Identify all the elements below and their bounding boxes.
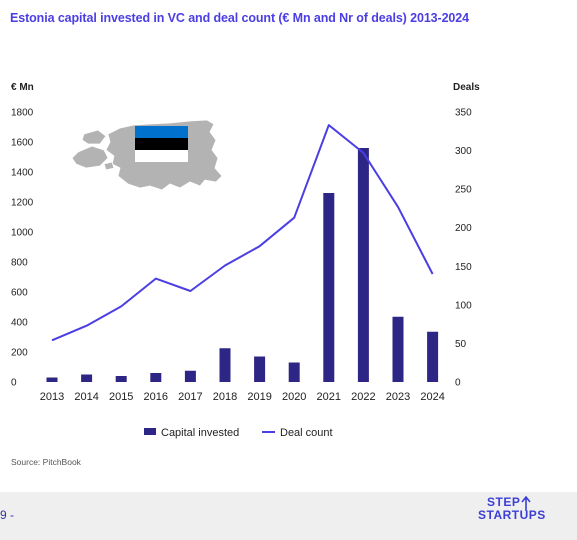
y-left-tick-label: 1600: [11, 138, 34, 149]
x-tick-label: 2019: [247, 391, 271, 403]
y-right-tick-label: 150: [455, 262, 472, 273]
y-right-tick-label: 250: [455, 185, 472, 196]
bar-capital-invested: [81, 374, 93, 382]
y-right-tick-label: 350: [455, 108, 472, 119]
legend-swatch-capital-invested: [144, 428, 156, 435]
bar-capital-invested: [288, 362, 300, 382]
x-tick-label: 2015: [109, 391, 133, 403]
y-left-tick-label: 1200: [11, 198, 34, 209]
y-left-tick-label: 1400: [11, 168, 34, 179]
x-tick-label: 2022: [351, 391, 375, 403]
x-tick-label: 2014: [74, 391, 98, 403]
flag-stripe-black: [135, 138, 188, 150]
step-startups-logo: STEP STARTUPS: [478, 495, 568, 529]
step-arrow-icon: [521, 495, 531, 511]
y-left-tick-label: 800: [11, 258, 28, 269]
y-left-axis-label: € Mn: [11, 82, 34, 93]
y-left-tick-label: 200: [11, 348, 28, 359]
logo-line-1: STEP: [487, 495, 521, 509]
y-left-tick-label: 1000: [11, 228, 34, 239]
x-tick-label: 2020: [282, 391, 306, 403]
x-tick-label: 2013: [40, 391, 64, 403]
x-tick-label: 2021: [317, 391, 341, 403]
bar-capital-invested: [115, 376, 127, 382]
chart-card: Estonia capital invested in VC and deal …: [0, 0, 577, 492]
bar-capital-invested: [392, 316, 404, 382]
bar-capital-invested: [357, 148, 369, 382]
y-right-tick-label: 100: [455, 300, 472, 311]
bar-capital-invested: [184, 370, 196, 382]
bar-capital-invested: [219, 348, 231, 382]
source-note: Source: PitchBook: [11, 457, 81, 467]
flag-stripe-blue: [135, 126, 188, 138]
estonia-hiiumaa-shape: [81, 129, 107, 145]
x-tick-label: 2024: [420, 391, 444, 403]
x-tick-label: 2018: [213, 391, 237, 403]
y-left-tick-label: 1800: [11, 108, 34, 119]
flag-stripe-white: [135, 150, 188, 162]
y-right-tick-label: 50: [455, 339, 467, 350]
x-tick-label: 2023: [386, 391, 410, 403]
y-left-tick-label: 0: [11, 378, 17, 389]
x-tick-label: 2016: [144, 391, 168, 403]
y-right-axis-label: Deals: [453, 82, 480, 93]
chart-title: Estonia capital invested in VC and deal …: [10, 11, 469, 25]
estonia-flag-icon: [135, 126, 188, 162]
bar-capital-invested: [323, 193, 335, 382]
legend-label-deal-count: Deal count: [280, 427, 333, 439]
y-right-tick-label: 200: [455, 223, 472, 234]
y-right-tick-label: 0: [455, 378, 461, 389]
y-left-tick-label: 400: [11, 318, 28, 329]
estonia-saaremaa-shape: [71, 145, 109, 169]
legend-label-capital-invested: Capital invested: [161, 427, 239, 439]
y-right-tick-label: 300: [455, 146, 472, 157]
bar-capital-invested: [150, 373, 162, 382]
bar-capital-invested: [46, 377, 58, 382]
y-left-tick-label: 600: [11, 288, 28, 299]
page-number: 9 -: [0, 508, 15, 522]
chart-area: € Mn Deals1800160014001200100080060040020…: [11, 82, 480, 439]
estonia-muhu-shape: [103, 161, 115, 171]
bar-capital-invested: [254, 356, 266, 382]
line-deal-count: [51, 124, 434, 342]
bar-capital-invested: [427, 331, 439, 382]
x-tick-label: 2017: [178, 391, 202, 403]
logo-line-2: STARTUPS: [478, 508, 546, 522]
